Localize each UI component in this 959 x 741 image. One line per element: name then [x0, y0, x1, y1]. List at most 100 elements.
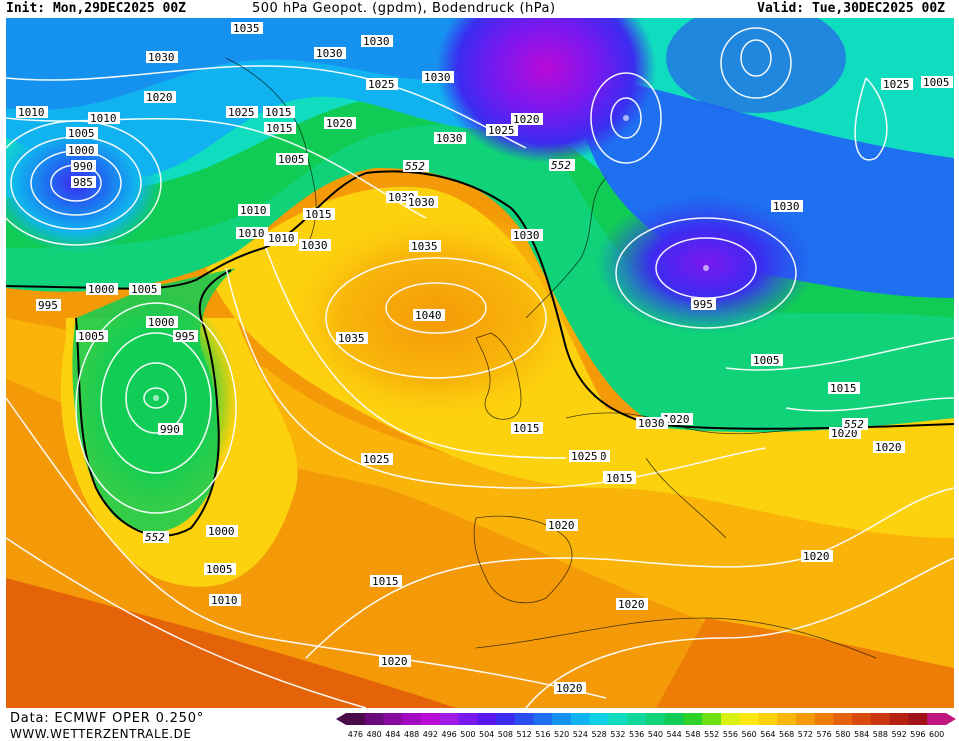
isobar-label: 1010 — [238, 204, 270, 217]
legend-arrow-high — [946, 713, 956, 725]
isobar-label: 1005 — [751, 354, 783, 367]
legend-swatch — [439, 713, 459, 725]
legend-swatch — [852, 713, 872, 725]
isobar-label-text: 1040 — [415, 309, 442, 322]
legend-level-label: 576 — [816, 730, 831, 739]
chart-header: Init: Mon,29DEC2025 00Z 500 hPa Geopot. … — [0, 0, 959, 18]
legend-swatch — [477, 713, 497, 725]
color-legend: 476 480 484 488 492 496 500 504 508 512 516 520 524 5… — [336, 713, 956, 739]
legend-level-label: 540 — [648, 730, 663, 739]
isobar-label-text: 1005 — [68, 127, 95, 140]
valid-time: Valid: Tue,30DEC2025 00Z — [757, 1, 945, 16]
contour-label-text: 552 — [844, 418, 864, 431]
contour-552-label: 552 — [403, 160, 429, 173]
legend-level-label: 500 — [460, 730, 475, 739]
isobar-label: 1020 — [324, 117, 356, 130]
legend-level-label: 512 — [516, 730, 531, 739]
isobar-label-text: 1005 — [78, 330, 105, 343]
isobar-label-text: 1015 — [830, 382, 857, 395]
legend-level-label: 520 — [554, 730, 569, 739]
isobar-label: 1015 — [303, 208, 335, 221]
legend-swatch — [402, 713, 422, 725]
legend-level-label: 572 — [798, 730, 813, 739]
legend-level-label: 544 — [666, 730, 681, 739]
isobar-label: 1015 — [264, 122, 296, 135]
legend-level-label: 488 — [404, 730, 419, 739]
legend-swatch — [927, 713, 947, 725]
isobar-label-text: 1015 — [265, 106, 292, 119]
legend-swatch — [664, 713, 684, 725]
legend-swatch — [702, 713, 722, 725]
isobar-label-text: 1015 — [513, 422, 540, 435]
legend-level-label: 588 — [873, 730, 888, 739]
isobar-label-text: 1015 — [372, 575, 399, 588]
isobar-label: 1010 — [16, 106, 48, 119]
isobar-label-text: 1035 — [411, 240, 438, 253]
isobar-label: 1015 — [604, 472, 636, 485]
isobar-label: 1025 — [361, 453, 393, 466]
isobar-label: 1040 — [413, 309, 445, 322]
legend-level-label: 532 — [610, 730, 625, 739]
legend-level-label: 508 — [498, 730, 513, 739]
legend-swatch — [796, 713, 816, 725]
legend-level-label: 524 — [573, 730, 588, 739]
legend-swatch — [496, 713, 516, 725]
isobar-label: 1030 — [406, 196, 438, 209]
legend-swatch — [589, 713, 609, 725]
isobar-label-text: 1020 — [326, 117, 353, 130]
isobar-label-text: 1030 — [436, 132, 463, 145]
isobar-label-text: 1030 — [424, 71, 451, 84]
legend-level-label: 552 — [704, 730, 719, 739]
isobar-label-text: 1015 — [266, 122, 293, 135]
legend-level-label: 600 — [929, 730, 944, 739]
init-time: Init: Mon,29DEC2025 00Z — [6, 1, 187, 16]
isobar-label: 1025 — [226, 106, 258, 119]
isobar-label-text: 1020 — [875, 441, 902, 454]
isobar-label-text: 1030 — [316, 47, 343, 60]
low-center-russia — [703, 265, 709, 271]
isobar-label-text: 1025 — [368, 78, 395, 91]
legend-swatch — [552, 713, 572, 725]
isobar-label: 1005 — [204, 563, 236, 576]
isobar-label: 1010 — [266, 232, 298, 245]
legend-swatch — [608, 713, 628, 725]
isobar-label-text: 1010 — [240, 204, 267, 217]
contour-label-text: 552 — [145, 531, 165, 544]
isobar-label-text: 995 — [693, 298, 713, 311]
isobar-label-text: 985 — [73, 176, 93, 189]
isobar-label-text: 1020 — [146, 91, 173, 104]
website-credit: WWW.WETTERZENTRALE.DE — [10, 727, 192, 741]
isobar-label: 1035 — [336, 332, 368, 345]
isobar-label-text: 1010 — [18, 106, 45, 119]
legend-level-label: 596 — [910, 730, 925, 739]
isobar-label: 1015 — [263, 106, 295, 119]
isobar-label: 1030 — [511, 229, 543, 242]
isobar-label: 1005 — [76, 330, 108, 343]
legend-swatch — [533, 713, 553, 725]
isobar-label: 1010 — [88, 112, 120, 125]
isobar-label: 995 — [691, 298, 716, 311]
legend-level-label: 516 — [535, 730, 550, 739]
legend-swatch — [739, 713, 759, 725]
contour-label-text: 552 — [551, 159, 571, 172]
isobar-label-text: 1025 — [363, 453, 390, 466]
low-center-newfoundland — [153, 395, 159, 401]
isobar-label-text: 1030 — [301, 239, 328, 252]
isobar-label: 995 — [173, 330, 198, 343]
legend-level-label: 564 — [760, 730, 775, 739]
isobar-label-text: 1020 — [831, 427, 858, 440]
contour-552-label: 552 — [549, 159, 575, 172]
isobar-label-text: 1030 — [638, 417, 665, 430]
contour-label-text: 552 — [405, 160, 425, 173]
chart-footer: Data: ECMWF OPER 0.250° WWW.WETTERZENTRA… — [0, 708, 959, 741]
isobar-label-text: 1010 — [268, 232, 295, 245]
isobar-label: 1020 — [801, 550, 833, 563]
isobar-label-text: 995 — [38, 299, 58, 312]
isobar-label-text: 1005 — [753, 354, 780, 367]
isobar-label: 1000 — [66, 144, 98, 157]
legend-level-label: 484 — [385, 730, 400, 739]
isobar-label: 1010 — [209, 594, 241, 607]
isobar-label: 1015 — [370, 575, 402, 588]
legend-level-label: 548 — [685, 730, 700, 739]
isobar-label-text: 1010 — [238, 227, 265, 240]
